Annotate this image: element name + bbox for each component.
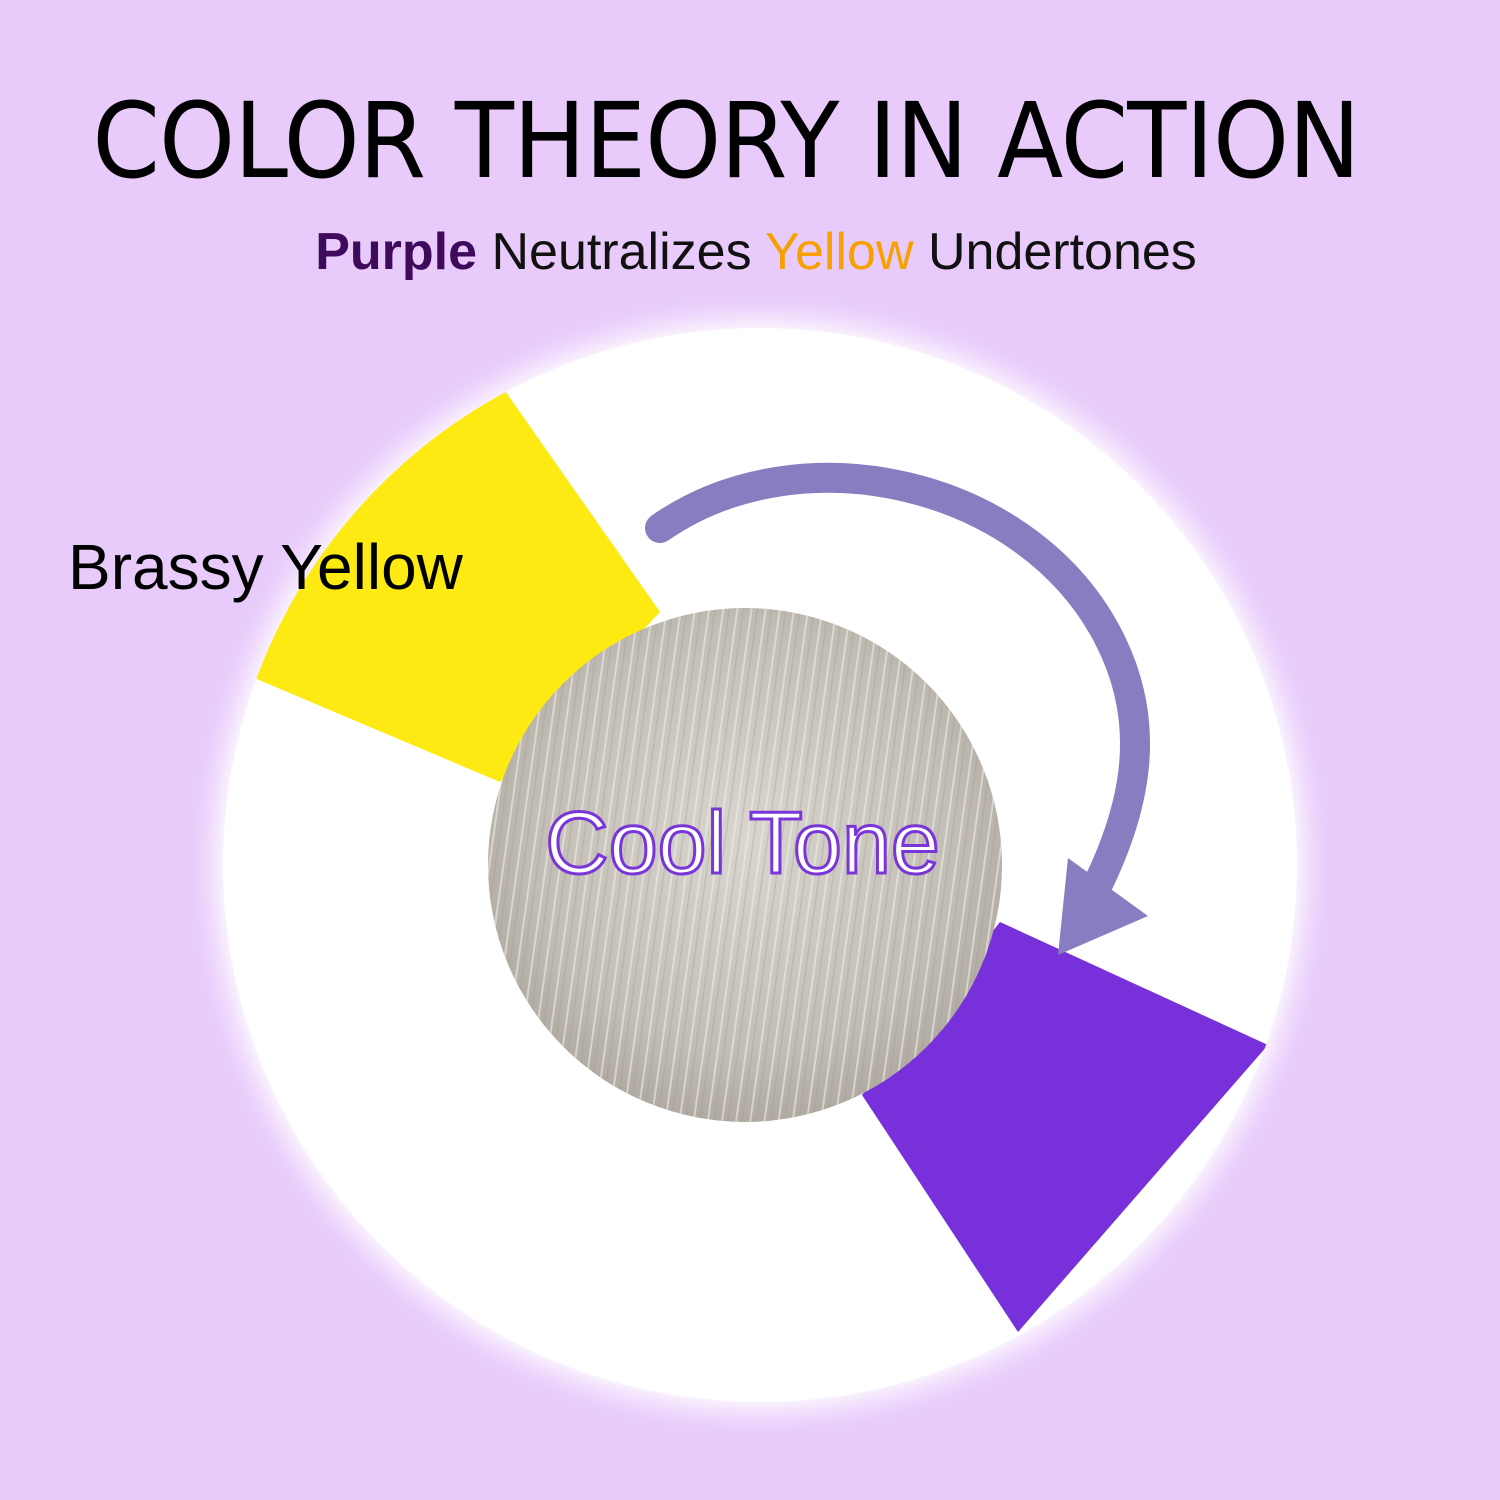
curved-arrow-icon — [645, 462, 1151, 955]
cool-tone-label: Cool Tone — [544, 792, 942, 894]
subtitle-purple: Purple — [315, 223, 478, 281]
brassy-yellow-label: Brassy Yellow — [68, 531, 463, 603]
subtitle-end: Undertones — [927, 223, 1197, 281]
subtitle: Purple Neutralizes Yellow Undertones — [0, 222, 1500, 282]
yellow-segment — [240, 388, 660, 782]
subtitle-middle: Neutralizes — [491, 223, 752, 281]
subtitle-yellow: Yellow — [765, 223, 914, 281]
purple-segment — [862, 922, 1268, 1332]
page-title: COLOR THEORY IN ACTION — [92, 80, 1360, 202]
